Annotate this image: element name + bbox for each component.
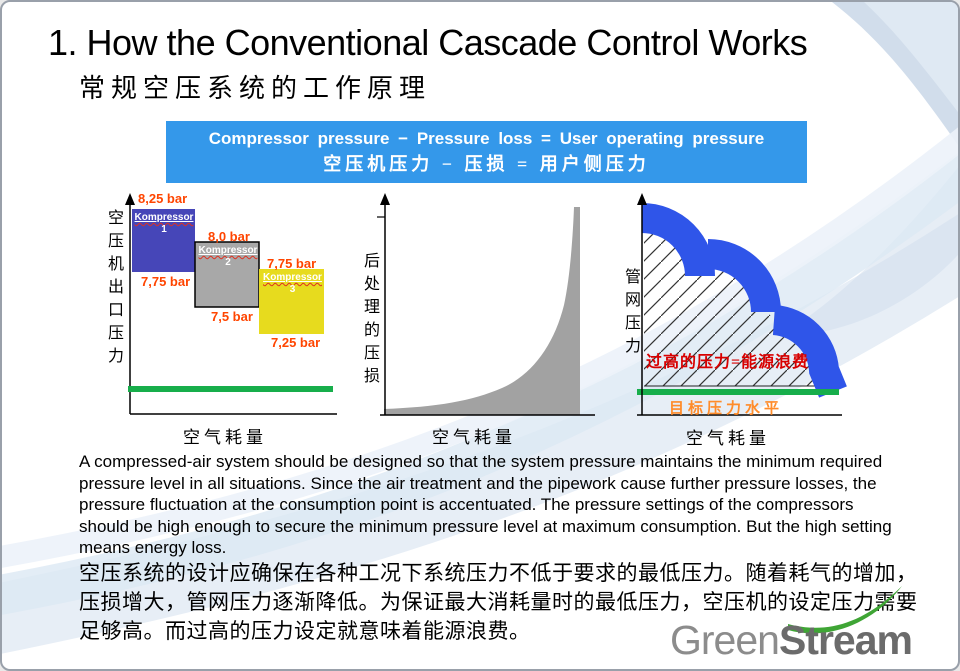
kompressor-2-name: Kompressor [198,245,258,256]
chart-compressor-outlet-pressure [125,193,337,415]
target-pressure-note: 目标压力水平 [669,401,784,417]
pressure-label-bottom-2: 7,5 bar [211,309,253,324]
kompressor-3-label: Kompressor 3 [260,272,325,296]
kompressor-1-label: Kompressor 1 [132,212,196,236]
chart-treatment-pressure-loss [377,193,595,416]
cascade-pressure-band [641,203,847,398]
slide-subtitle: 常规空压系统的工作原理 [79,74,432,103]
logo-part-stream: Stream [778,617,913,663]
pressure-label-top-2: 8,0 bar [208,229,250,244]
energy-waste-note: 过高的压力=能源浪费 [646,354,810,371]
formula-line-english: Compressor pressure − Pressure loss = Us… [208,128,765,148]
chart-network-pressure [637,193,847,416]
paragraph-english: A compressed-air system should be design… [79,452,892,557]
logo-part-green: Green [670,617,780,663]
wave-band-3 [2,127,958,568]
paragraph-chinese: 空压系统的设计应确保在各种工况下系统压力不低于要求的最低压力。随着耗气的增加，压… [79,561,918,643]
wave-band-2 [2,152,958,615]
kompressor-2-number: 2 [225,257,231,268]
kompressor-1-block [132,209,195,272]
kompressor-3-name: Kompressor [263,272,322,283]
kompressor-1-number: 1 [161,224,167,235]
logo-swoosh-icon [788,586,902,634]
pressure-label-top-3: 7,75 bar [267,256,317,271]
corner-accent-inner [864,2,958,113]
kompressor-3-number: 3 [289,284,296,295]
y-axis-arrow [125,193,135,205]
y-axis-arrow [637,193,647,205]
slide-title: 1. How the Conventional Cascade Control … [48,22,808,63]
formula-line-chinese: 空压机压力 − 压损 = 用户侧压力 [323,153,650,174]
formula-banner: Compressor pressure − Pressure loss = Us… [166,121,807,183]
wave-band-1 [2,214,958,654]
kompressor-2-label: Kompressor 2 [196,245,260,269]
kompressor-2-block [194,241,260,308]
left-chart-x-axis-label: 空气耗量 [183,428,267,447]
middle-chart-x-axis-label: 空气耗量 [432,428,516,447]
right-chart-y-axis-label: 管网压力 [622,268,639,360]
pressure-loss-area [384,207,580,415]
pressure-label-bottom-1: 7,75 bar [141,274,191,289]
greenstream-logo: GreenStream [662,577,952,667]
pressure-label-bottom-3: 7,25 bar [271,335,321,350]
kompressor-1-name: Kompressor [134,212,194,223]
right-chart-x-axis-label: 空气耗量 [686,429,770,448]
kompressor-3-block [259,269,324,334]
left-chart-y-axis-label: 空压机出口压力 [105,209,122,370]
logo-text: GreenStream [670,617,913,664]
y-axis-arrow [380,193,390,205]
pressure-label-top-1: 8,25 bar [138,191,188,206]
middle-chart-y-axis-label: 后处理的压损 [361,252,378,390]
